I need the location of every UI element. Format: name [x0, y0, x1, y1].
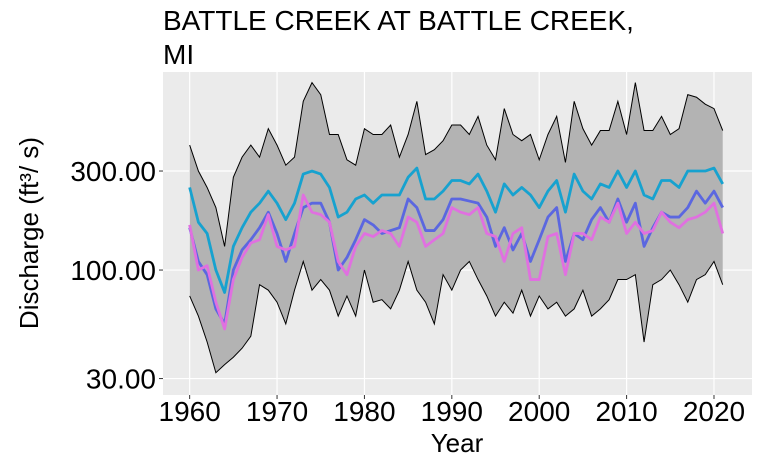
y-tick-label: 100.00 — [70, 255, 156, 286]
x-axis-label: Year — [431, 428, 484, 458]
line — [188, 189, 724, 326]
x-tick-label: 1980 — [333, 396, 395, 427]
x-tick-label: 1960 — [159, 396, 221, 427]
line — [188, 166, 724, 294]
line — [188, 193, 725, 331]
chart-title: BATTLE CREEK AT BATTLE CREEK, — [163, 5, 634, 36]
chart-title: MI — [163, 39, 194, 70]
marks — [188, 81, 725, 374]
ribbon — [189, 82, 723, 373]
x-tick-label: 2000 — [508, 396, 570, 427]
x-tick-label: 2010 — [595, 396, 657, 427]
ribbon-edge — [189, 81, 724, 247]
x-tick-label: 2020 — [683, 396, 745, 427]
ribbon-edge — [189, 259, 724, 374]
x-tick-label: 1970 — [246, 396, 308, 427]
y-tick-label: 300.00 — [70, 156, 156, 187]
x-tick-label: 1990 — [421, 396, 483, 427]
y-axis-label: Discharge (ft³/ s) — [14, 137, 44, 329]
y-tick-label: 30.00 — [86, 364, 156, 395]
